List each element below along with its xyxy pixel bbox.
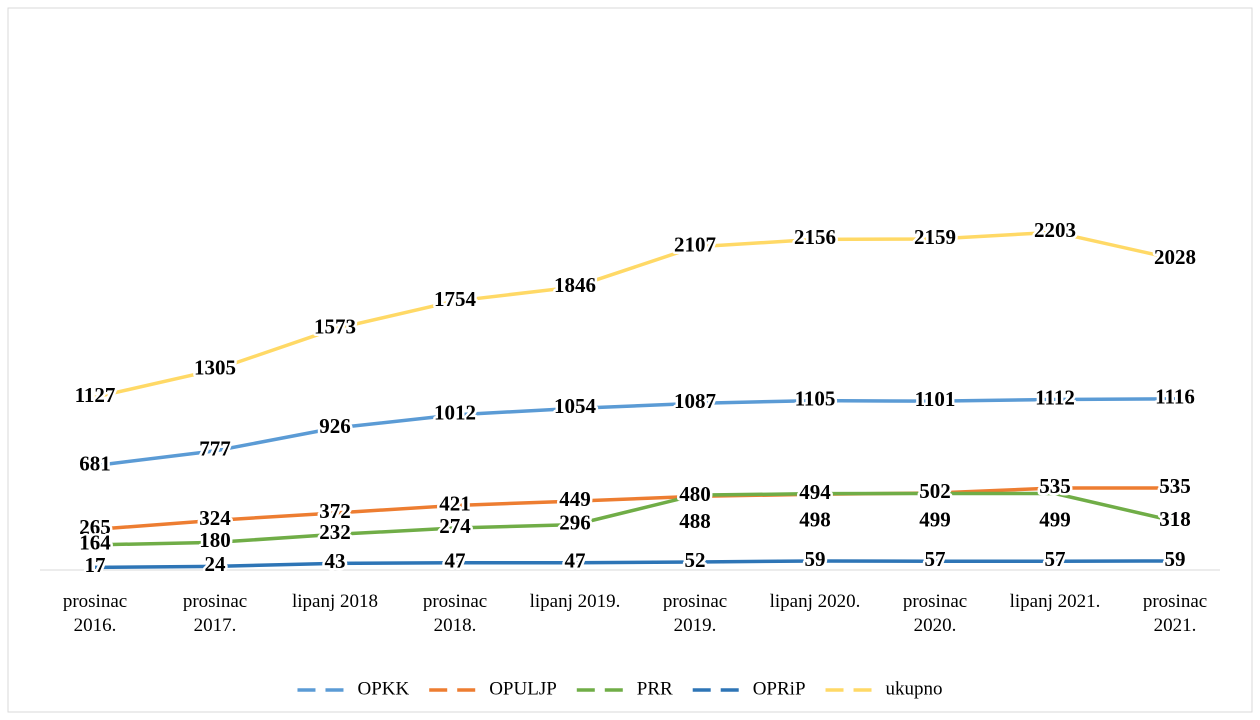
x-tick-label: prosinac 2021.: [1142, 591, 1208, 636]
data-label: 318: [1159, 507, 1191, 531]
chart-border: [7, 7, 1253, 713]
series-line: [94, 230, 1176, 399]
data-label: 1754: [434, 287, 477, 311]
data-label: 2028: [1154, 245, 1196, 269]
data-label: 1116: [1155, 385, 1195, 409]
data-label: 494: [799, 480, 831, 504]
legend-label: OPRiP: [753, 678, 806, 699]
x-tick-label: lipanj 2020.: [769, 591, 861, 612]
series-line: [94, 397, 1176, 468]
legend-label: PRR: [637, 678, 673, 699]
data-label: 372: [319, 499, 351, 523]
x-tick-label: lipanj 2021.: [1009, 591, 1101, 612]
data-label: 164: [79, 531, 111, 555]
data-label: 24: [205, 552, 227, 576]
data-label: 498: [799, 507, 831, 531]
data-label: 1012: [434, 401, 476, 425]
data-label: 43: [325, 549, 346, 573]
data-label: 502: [919, 479, 951, 503]
data-label: 2203: [1034, 218, 1076, 242]
data-label: 535: [1039, 474, 1071, 498]
data-label: 777: [199, 437, 231, 461]
data-label: 488: [679, 509, 711, 533]
legend-label: ukupno: [886, 678, 943, 699]
data-label: 52: [685, 548, 706, 572]
data-label: 499: [1039, 507, 1071, 531]
data-label: 449: [559, 487, 591, 511]
data-label: 926: [319, 414, 351, 438]
data-label: 1846: [554, 273, 596, 297]
data-label: 535: [1159, 474, 1191, 498]
data-label: 2156: [794, 225, 836, 249]
data-label: 296: [559, 510, 591, 534]
data-label: 1054: [554, 394, 597, 418]
x-tick-label: prosinac 2018.: [422, 591, 488, 636]
data-label: 1087: [674, 389, 716, 413]
x-tick-label: prosinac 2020.: [902, 591, 968, 636]
x-tick-label: prosinac 2016.: [62, 591, 128, 636]
data-label: 1101: [915, 387, 956, 411]
data-label: 1573: [314, 315, 356, 339]
series-line: [94, 491, 1176, 547]
data-label: 47: [445, 549, 466, 573]
data-label: 57: [925, 547, 946, 571]
data-label: 1112: [1035, 385, 1075, 409]
data-label: 499: [919, 507, 951, 531]
data-label: 274: [439, 514, 471, 538]
data-label: 1105: [795, 386, 836, 410]
x-tick-label: prosinac 2017.: [182, 591, 248, 636]
data-label: 681: [79, 451, 111, 475]
data-label: 180: [199, 528, 231, 552]
data-label: 59: [1165, 547, 1186, 571]
x-tick-label: prosinac 2019.: [662, 591, 728, 636]
data-label: 47: [565, 549, 586, 573]
data-label: 2159: [914, 225, 956, 249]
data-label: 17: [85, 553, 106, 577]
data-label: 265: [79, 515, 111, 539]
legend-label: OPKK: [357, 678, 409, 699]
data-label: 59: [805, 547, 826, 571]
series-line: [94, 486, 1175, 532]
x-tick-label: lipanj 2018: [291, 591, 379, 612]
data-label: 57: [1045, 547, 1066, 571]
data-label: 1127: [75, 383, 116, 407]
data-label: 480: [679, 482, 711, 506]
data-label: 232: [319, 520, 351, 544]
data-label: 421: [439, 491, 471, 515]
data-label: 1305: [194, 356, 236, 380]
data-label: 324: [199, 506, 231, 530]
data-label: 2107: [674, 233, 716, 257]
x-tick-label: lipanj 2019.: [529, 591, 621, 612]
series-line: [94, 559, 1176, 570]
legend-label: OPULJP: [489, 678, 557, 699]
